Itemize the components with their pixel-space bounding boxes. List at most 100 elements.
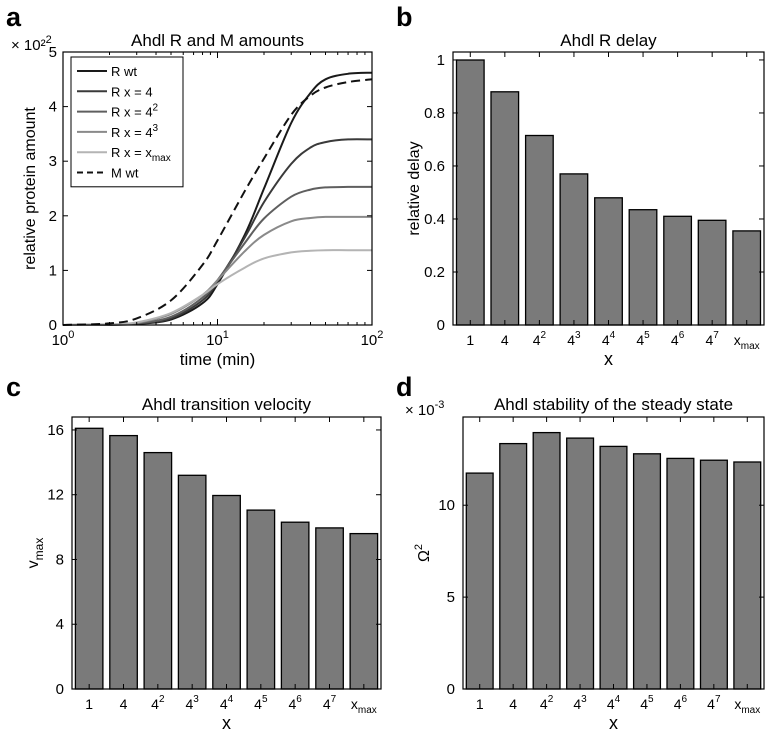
y-axis-label: relative protein amount [22,107,39,270]
x-tick-label-8: xmax [351,696,377,716]
y-tick-label: 0 [437,317,445,334]
x-tick-label-8: xmax [734,332,760,352]
panel-b-chart: Ahdl R delay 1 4 42 43 44 45 46 47 xmax 0 0.2 0.4 0.6… [406,31,765,369]
bar-0 [74,427,104,690]
panel-letter-a: a [6,2,22,32]
bar-5 [632,453,662,690]
x-axis-label: x [609,713,618,729]
x-tick-label-0: 1 [476,696,484,712]
x-tick-label-6: 46 [288,694,302,712]
bar-0 [465,472,494,690]
bar-8 [733,461,762,690]
x-tick-label-7: 47 [705,330,719,348]
bar-3 [566,437,595,690]
panel-letter-c: c [6,372,21,402]
y-tick-label: 0 [49,317,57,334]
series-line-3 [62,215,372,326]
bar-6 [280,521,310,690]
bar-1 [490,91,520,326]
panel-c-chart: Ahdl transition velocity 1 4 42 43 44 45 46 47 xm… [25,395,382,729]
x-tick-label-5: 45 [254,694,268,712]
y-multiplier: × 10-3 [405,399,444,419]
legend-label-1: R x = 4 [111,84,153,99]
bar-2 [524,134,554,326]
plot-frame [452,51,765,326]
x-tick-label-1: 4 [509,696,517,712]
x-tick-label-6: 46 [671,330,685,348]
y-tick-label: 1 [437,52,445,69]
x-axis-label: x [222,713,231,729]
x-tick-label-3: 43 [185,694,199,712]
x-axis-label: x [604,349,613,369]
bar-7 [699,459,728,690]
y-tick-label: 0 [447,681,455,698]
x-tick-label-4: 44 [602,330,616,348]
series-line-4 [62,249,372,326]
legend-label-3: R x = 43 [111,123,159,140]
chart-title: Ahdl stability of the steady state [494,395,733,414]
x-tick-label-6: 46 [674,694,688,712]
y-tick-label: 4 [49,99,57,116]
x-tick-label-2: 42 [540,694,554,712]
y-tick-label: 8 [56,551,64,568]
bar-4 [594,197,623,326]
x-tick-label-1: 4 [501,332,509,348]
y-axis-label: vmax [25,538,46,569]
bar-1 [109,434,138,690]
bar-8 [732,230,762,326]
y-tick-label: 16 [47,422,64,439]
x-tick-label-7: 47 [323,694,337,712]
y-tick-label: 5 [447,589,455,606]
x-tick-label-0: 1 [466,332,474,348]
bar-3 [177,474,207,690]
bar-3 [559,173,589,326]
bar-7 [315,527,344,690]
bar-7 [697,219,727,326]
y-tick-label: 0 [56,681,64,698]
plot-frame [462,416,765,690]
bar-5 [628,209,658,326]
chart-title: Ahdl transition velocity [142,395,312,414]
x-tick-label-8: xmax [734,696,760,716]
series-line-5 [62,78,373,326]
legend-label-2: R x = 42 [111,103,159,120]
bar-0 [455,59,485,326]
y-multiplier: × 10²2 [11,34,52,54]
y-tick-label: 10 [438,497,455,514]
bar-8 [349,532,379,690]
bar-6 [663,215,693,326]
x-tick-label: 100 [52,329,75,349]
chart-title: Ahdl R and M amounts [131,31,304,50]
legend-label-5: M wt [111,166,139,181]
y-tick-label: 0.8 [424,105,445,122]
panel-a-chart: Ahdl R and M amounts 0 1 2 3 4 5 100 101 102 × 10²… [11,31,383,369]
x-tick-label-4: 44 [220,694,234,712]
panel-letter-b: b [396,2,413,32]
y-tick-label: 2 [49,208,57,225]
panel-d-chart: Ahdl stability of the steady state 1 4 42 43… [405,395,765,729]
bar-2 [143,451,173,690]
x-tick-label-5: 45 [640,694,654,712]
bar-2 [532,431,561,690]
y-axis-label: relative delay [406,141,423,235]
panel-letter-d: d [396,372,413,402]
legend-box [70,56,184,188]
y-tick-label: 0.2 [424,264,445,281]
x-tick-label: 102 [361,329,384,349]
x-tick-label-3: 43 [567,330,581,348]
x-tick-label-4: 44 [607,694,621,712]
chart-title: Ahdl R delay [560,31,657,50]
y-tick-label: 12 [47,487,64,504]
x-tick-label-1: 4 [120,696,128,712]
y-tick-label: 5 [49,44,57,61]
x-tick-label-2: 42 [151,694,165,712]
bar-5 [246,509,276,690]
bar-1 [499,442,528,690]
plot-frame [71,416,382,690]
bar-4 [599,445,628,690]
y-tick-label: 0.6 [424,158,445,175]
x-tick-label-2: 42 [533,330,547,348]
y-axis-label: Ω2 [413,544,433,562]
y-tick-label: 3 [49,153,57,170]
